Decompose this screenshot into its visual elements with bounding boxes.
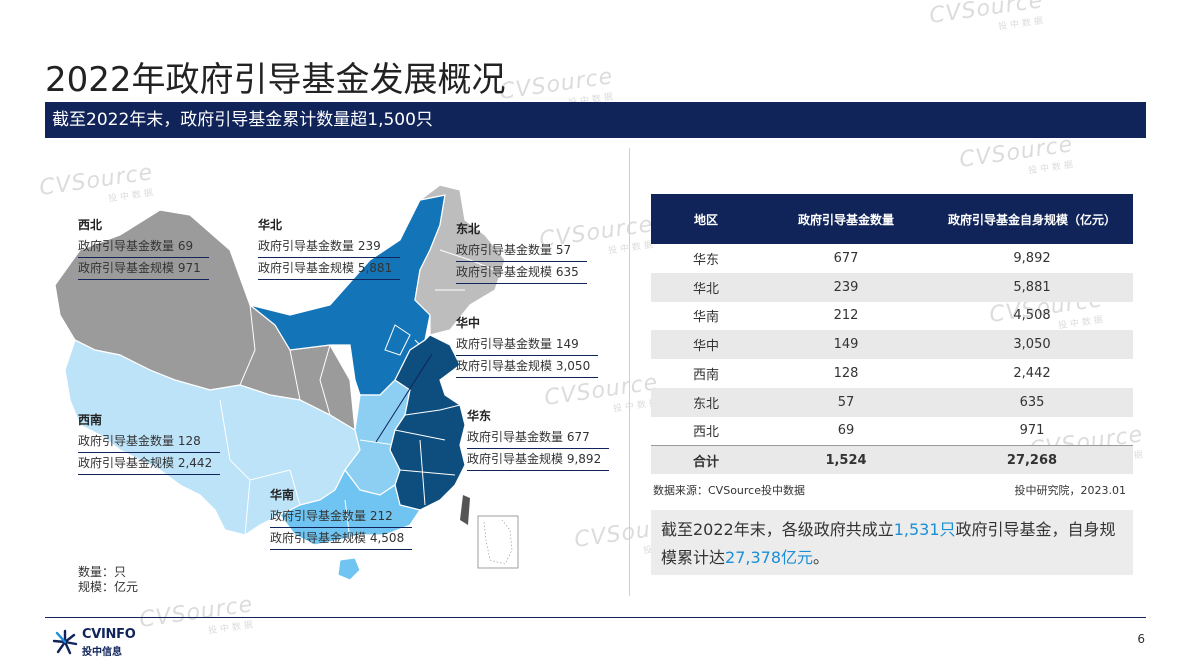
footer-divider xyxy=(45,617,1146,618)
label-northwest: 西北 政府引导基金数量 69 政府引导基金规模 971 xyxy=(78,215,209,280)
research-credit: 投中研究院，2023.01 xyxy=(1014,484,1127,497)
table-header-row: 地区 政府引导基金数量 政府引导基金自身规模（亿元） xyxy=(651,194,1133,244)
highlight-scale: 27,378亿元 xyxy=(725,548,814,567)
map-units: 数量：只 规模：亿元 xyxy=(78,565,139,594)
summary-box: 截至2022年末，各级政府共成立1,531只政府引导基金，自身规模累计达27,3… xyxy=(651,510,1133,575)
table-row: 西南 128 2,442 xyxy=(692,366,1051,384)
table-header: 政府引导基金自身规模（亿元） xyxy=(931,194,1133,244)
table-row: 华北 239 5,881 xyxy=(651,272,1133,302)
label-central: 华中 政府引导基金数量 149 政府引导基金规模 3,050 xyxy=(456,313,599,378)
vertical-divider xyxy=(629,148,630,596)
cvinfo-logo: CVINFO 投中信息 xyxy=(52,627,142,658)
region-taiwan xyxy=(460,495,470,525)
highlight-count: 1,531只 xyxy=(893,520,956,539)
label-northeast: 东北 政府引导基金数量 57 政府引导基金规模 635 xyxy=(456,219,587,284)
label-south: 华南 政府引导基金数量 212 政府引导基金规模 4,508 xyxy=(270,485,413,550)
page-title: 2022年政府引导基金发展概况 xyxy=(45,60,506,100)
table-row: 华中 149 3,050 xyxy=(651,330,1133,360)
page-number: 6 xyxy=(1137,632,1145,646)
logo-icon xyxy=(52,629,78,655)
region-hainan xyxy=(337,557,361,581)
table-row: 华东 677 9,892 xyxy=(692,250,1051,268)
label-east: 华东 政府引导基金数量 677 政府引导基金规模 9,892 xyxy=(467,406,610,471)
label-north: 华北 政府引导基金数量 239 政府引导基金规模 5,881 xyxy=(258,215,401,280)
data-source: 数据来源：CVSource投中数据 xyxy=(653,484,805,497)
table-row: 西北 69 971 xyxy=(692,423,1045,441)
china-region-map: 西北 政府引导基金数量 69 政府引导基金规模 971 华北 政府引导基金数量 … xyxy=(0,140,629,610)
region-east xyxy=(389,334,466,511)
label-southwest: 西南 政府引导基金数量 128 政府引导基金规模 2,442 xyxy=(78,410,221,475)
region-south xyxy=(279,468,421,546)
table-header: 政府引导基金数量 xyxy=(761,194,931,244)
subtitle-banner: 截至2022年末，政府引导基金累计数量超1,500只 xyxy=(45,102,1146,138)
table-total-row: 合计 1,524 27,268 xyxy=(651,445,1133,475)
map-svg xyxy=(54,184,519,581)
south-sea-inset xyxy=(477,515,519,569)
table-row: 华南 212 4,508 xyxy=(692,308,1051,326)
table-row: 东北 57 635 xyxy=(651,387,1133,417)
region-fund-table: 地区 政府引导基金数量 政府引导基金自身规模（亿元） 华东 677 9,892 华北… xyxy=(651,194,1133,475)
table-header: 地区 xyxy=(651,194,761,244)
region-northeast xyxy=(414,184,506,336)
